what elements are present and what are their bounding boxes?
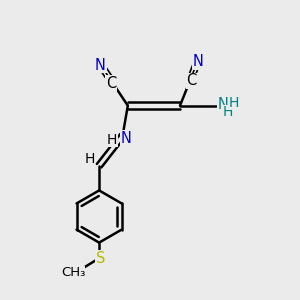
Text: N: N — [121, 131, 132, 146]
Text: CH₃: CH₃ — [61, 266, 85, 279]
Text: H: H — [85, 152, 95, 166]
Text: H: H — [228, 96, 239, 110]
Text: C: C — [106, 76, 116, 91]
Text: N: N — [193, 54, 204, 69]
Text: C: C — [187, 74, 197, 88]
Text: S: S — [96, 251, 105, 266]
Text: H: H — [223, 105, 233, 119]
Text: H: H — [107, 133, 117, 147]
Text: N: N — [218, 97, 229, 112]
Text: N: N — [95, 58, 106, 73]
